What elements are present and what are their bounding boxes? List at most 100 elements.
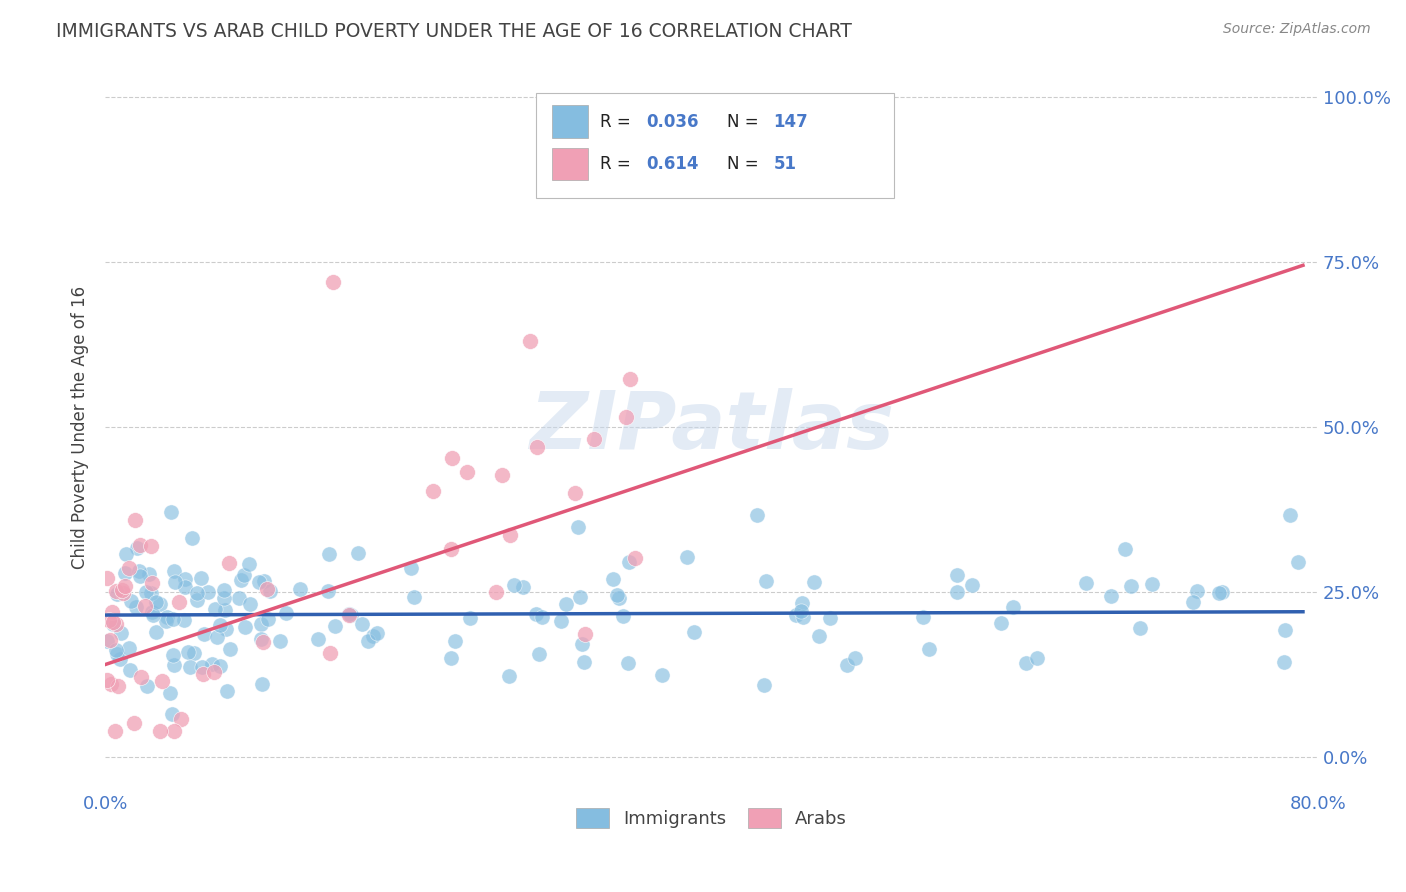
Point (606, 588, 628, 602)
Text: IMMIGRANTS VS ARAB CHILD POVERTY UNDER THE AGE OF 16 CORRELATION CHART: IMMIGRANTS VS ARAB CHILD POVERTY UNDER T… (56, 22, 852, 41)
Point (129, 538, 152, 552)
Point (120, 593, 142, 607)
Point (318, 547, 340, 561)
Point (249, 632, 271, 646)
Point (366, 626, 388, 640)
Text: 0.614: 0.614 (647, 155, 699, 173)
Point (339, 607, 361, 622)
Point (186, 585, 208, 599)
Point (288, 582, 311, 596)
Point (114, 566, 136, 581)
Point (150, 674, 173, 689)
Point (118, 663, 141, 677)
Point (683, 624, 706, 639)
Point (440, 650, 463, 665)
Point (159, 505, 181, 519)
Point (252, 574, 274, 588)
Point (215, 622, 238, 636)
Point (256, 611, 278, 625)
Point (785, 607, 807, 622)
Point (519, 334, 541, 349)
Point (101, 605, 124, 619)
Point (141, 608, 163, 623)
Point (946, 584, 969, 599)
Point (946, 567, 969, 582)
Point (177, 645, 200, 659)
Point (141, 539, 163, 553)
Point (567, 519, 589, 533)
Point (228, 591, 250, 605)
Point (444, 634, 467, 648)
Point (118, 561, 141, 575)
Point (96, 571, 118, 585)
Point (250, 676, 273, 690)
Legend: Immigrants, Arabs: Immigrants, Arabs (569, 801, 855, 835)
Text: R =: R = (600, 113, 631, 131)
Text: N =: N = (727, 155, 759, 173)
Point (101, 615, 124, 629)
Point (232, 568, 254, 582)
Point (1076, 576, 1098, 591)
Point (402, 591, 425, 605)
Point (115, 547, 138, 561)
Point (159, 686, 181, 700)
Point (323, 619, 346, 633)
Text: N =: N = (727, 113, 759, 131)
Point (456, 466, 478, 480)
Point (337, 607, 360, 622)
Point (160, 707, 183, 722)
Point (617, 555, 640, 569)
Point (990, 616, 1012, 631)
FancyBboxPatch shape (551, 105, 588, 138)
Point (582, 432, 605, 446)
Point (165, 575, 187, 590)
Point (107, 679, 129, 693)
Point (316, 583, 339, 598)
Point (138, 566, 160, 581)
Point (607, 591, 630, 605)
Text: 0.036: 0.036 (647, 113, 699, 131)
Point (912, 610, 935, 624)
Point (1274, 623, 1296, 637)
Point (612, 608, 634, 623)
Point (96, 634, 118, 648)
Point (256, 582, 278, 596)
Point (124, 513, 146, 527)
Point (125, 541, 148, 555)
Point (208, 617, 231, 632)
Point (117, 641, 139, 656)
Point (754, 677, 776, 691)
Point (96, 673, 118, 687)
Y-axis label: Child Poverty Under the Age of 16: Child Poverty Under the Age of 16 (72, 285, 89, 568)
Point (179, 660, 201, 674)
Point (207, 630, 229, 644)
Point (844, 651, 866, 665)
FancyBboxPatch shape (551, 147, 588, 180)
Point (98, 632, 121, 647)
Point (792, 610, 814, 624)
Point (104, 643, 127, 657)
Point (247, 575, 270, 590)
Point (141, 576, 163, 591)
Point (101, 616, 124, 631)
Point (105, 648, 128, 662)
Point (212, 591, 235, 605)
Point (180, 531, 202, 545)
Point (162, 648, 184, 663)
Point (162, 657, 184, 672)
Point (212, 583, 235, 598)
Point (807, 169, 830, 184)
Point (204, 602, 226, 616)
Point (614, 410, 637, 425)
Point (1099, 589, 1122, 603)
Point (499, 527, 522, 541)
Point (163, 723, 186, 738)
Point (527, 647, 550, 661)
Point (1015, 657, 1038, 671)
Point (790, 596, 813, 610)
Point (835, 657, 858, 672)
Point (564, 486, 586, 500)
Text: 147: 147 (773, 113, 808, 131)
Point (129, 670, 152, 684)
Point (97, 613, 120, 627)
